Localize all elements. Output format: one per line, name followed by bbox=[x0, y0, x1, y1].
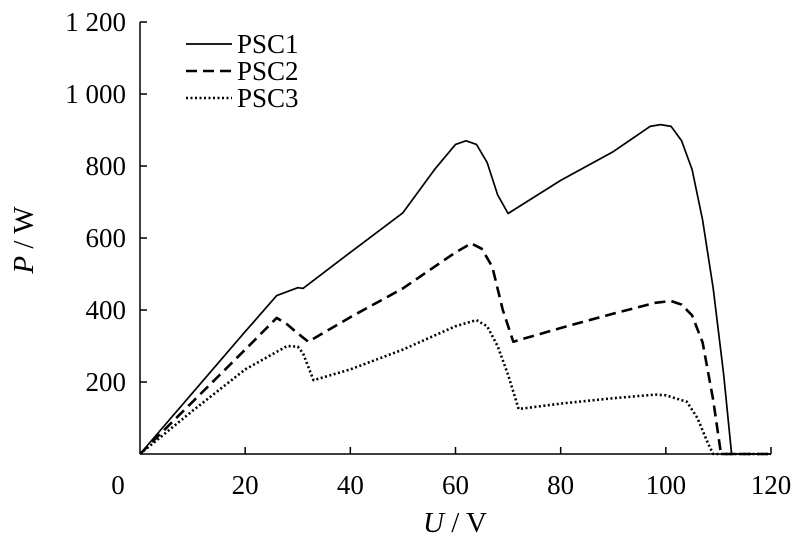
legend-label-psc2: PSC2 bbox=[237, 56, 299, 86]
x-tick-label: 20 bbox=[232, 470, 259, 500]
x-tick-label: 120 bbox=[751, 470, 792, 500]
x-axis-label: U / V bbox=[423, 507, 487, 539]
y-tick-label: 800 bbox=[86, 151, 127, 181]
y-tick-label: 400 bbox=[86, 295, 127, 325]
y-tick-label: 1 000 bbox=[65, 79, 126, 109]
x-tick-label: 0 bbox=[111, 470, 125, 500]
series-line-psc1 bbox=[139, 123, 771, 455]
y-ticks: 200 400 600 800 1 000 1 200 bbox=[65, 7, 147, 397]
series-layer bbox=[139, 123, 771, 456]
legend-label-psc1: PSC1 bbox=[237, 29, 299, 59]
series-line-psc2 bbox=[139, 242, 771, 456]
y-axis-label: P / W bbox=[8, 206, 40, 275]
y-tick-label: 600 bbox=[86, 223, 127, 253]
x-tick-label: 60 bbox=[442, 470, 469, 500]
x-tick-label: 40 bbox=[337, 470, 364, 500]
axes bbox=[139, 22, 771, 455]
y-tick-label: 1 200 bbox=[65, 7, 126, 37]
series-line-psc3 bbox=[139, 318, 771, 456]
x-tick-label: 100 bbox=[646, 470, 687, 500]
y-tick-label: 200 bbox=[86, 367, 127, 397]
legend-label-psc3: PSC3 bbox=[237, 83, 299, 113]
x-ticks: 0 20 40 60 80 100 120 bbox=[111, 447, 791, 500]
x-tick-label: 80 bbox=[547, 470, 574, 500]
